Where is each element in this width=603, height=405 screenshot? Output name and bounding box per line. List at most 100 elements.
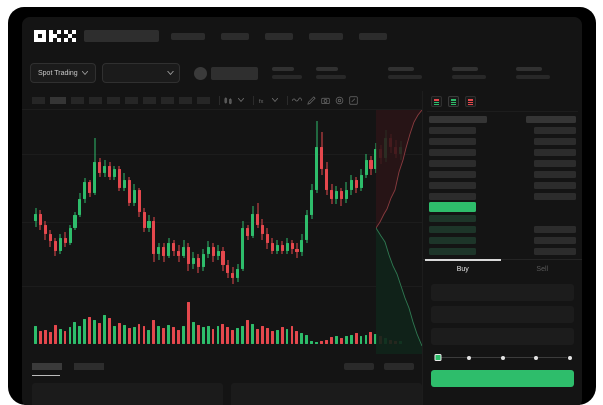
timeframe-button-6[interactable] — [125, 96, 138, 104]
orderbook-row-header[interactable] — [429, 115, 576, 123]
search-input[interactable] — [84, 30, 159, 42]
timeframe-button-7[interactable] — [143, 96, 156, 104]
volume-bar — [206, 325, 210, 344]
tab-buy[interactable]: Buy — [423, 259, 503, 279]
tab-buy-label: Buy — [456, 266, 469, 273]
slider-stop-100[interactable] — [568, 355, 572, 360]
orderbook-row-bid[interactable] — [429, 225, 576, 233]
nav-item-5[interactable] — [359, 32, 387, 40]
slider-stop-25[interactable] — [466, 355, 471, 360]
volume-bar — [186, 302, 190, 344]
volume-bar — [216, 326, 220, 344]
orderbook-price — [429, 214, 476, 222]
pencil-icon[interactable] — [307, 95, 316, 105]
candle-body — [374, 148, 378, 170]
timeframe-button-10[interactable] — [197, 96, 210, 104]
price-field[interactable] — [431, 284, 574, 301]
nav-item-2[interactable] — [221, 32, 249, 40]
candle-body — [241, 228, 245, 270]
pair-select-dropdown[interactable] — [101, 63, 180, 83]
orderbook-mode-sell[interactable] — [465, 96, 476, 107]
candle — [108, 110, 112, 295]
candle — [162, 110, 166, 295]
slider-stop-50[interactable] — [500, 355, 505, 360]
orderbook-divider — [427, 111, 578, 112]
spot-trading-dropdown[interactable]: Spot Trading — [30, 63, 96, 83]
price-chart[interactable] — [22, 110, 422, 354]
timeframe-button-9[interactable] — [179, 96, 192, 104]
volume-bar — [300, 333, 304, 344]
orderbook-row-ask[interactable] — [429, 148, 576, 156]
orderbook-amount — [534, 204, 576, 211]
tab-sell-label: Sell — [536, 266, 549, 273]
timeframe-button-4[interactable] — [89, 96, 102, 104]
orderbook-row-ask[interactable] — [429, 137, 576, 145]
stat-low-24h — [451, 67, 486, 79]
chart-action-1[interactable] — [344, 362, 374, 370]
candle-body — [38, 213, 42, 225]
slider-stop-75[interactable] — [534, 355, 539, 360]
candle-body — [53, 241, 57, 251]
settings-icon[interactable] — [335, 96, 344, 105]
nav-item-4[interactable] — [309, 32, 343, 40]
orderbook-row-ask[interactable] — [429, 159, 576, 167]
nav-item-1[interactable] — [171, 32, 205, 40]
tab-positions[interactable] — [74, 362, 104, 370]
bottom-card-left[interactable] — [32, 383, 223, 405]
timeframe-button-8[interactable] — [161, 96, 174, 104]
tab-sell[interactable]: Sell — [503, 260, 583, 279]
bottom-card-right[interactable] — [231, 383, 422, 405]
orderbook-row-ask[interactable] — [429, 181, 576, 189]
buy-submit-button[interactable] — [431, 370, 574, 387]
camera-icon[interactable] — [321, 96, 330, 105]
candlestick-chart-icon[interactable] — [224, 96, 233, 105]
candle-body — [177, 250, 181, 257]
candle-body — [108, 165, 112, 177]
candle-body — [265, 233, 269, 244]
candle — [127, 110, 131, 295]
pair-bar: Spot Trading — [22, 55, 582, 91]
candle-body — [172, 243, 176, 251]
chevron-down-icon[interactable] — [272, 98, 278, 102]
total-field[interactable] — [431, 328, 574, 345]
orderbook-amount — [534, 148, 576, 156]
amount-field[interactable] — [431, 306, 574, 323]
orderbook-row-ask[interactable] — [429, 192, 576, 200]
nav-item-3[interactable] — [265, 32, 293, 40]
volume-bar — [334, 335, 338, 344]
amount-percent-slider[interactable] — [434, 353, 572, 362]
volume-bar — [201, 327, 205, 344]
orderbook-row-ask[interactable] — [429, 170, 576, 178]
pair-name-label — [210, 66, 258, 80]
orderbook-amount — [534, 159, 576, 167]
orderbook-amount — [534, 137, 576, 145]
chart-action-2[interactable] — [384, 362, 414, 370]
orderbook-mode-both[interactable] — [431, 96, 442, 107]
timeframe-button-3[interactable] — [71, 96, 84, 104]
orderbook-rows[interactable] — [423, 115, 582, 255]
orderbook-current-price[interactable] — [429, 202, 576, 212]
candle-body — [182, 246, 186, 257]
candle — [231, 110, 235, 295]
orderbook-mode-buy[interactable] — [448, 96, 459, 107]
volume-bar — [285, 328, 289, 344]
orderbook-row-bid[interactable] — [429, 236, 576, 244]
trade-side-tabs: Buy Sell — [423, 259, 582, 279]
fullscreen-icon[interactable] — [349, 95, 358, 105]
orderbook-row-ask[interactable] — [429, 126, 576, 134]
chevron-down-icon[interactable] — [238, 98, 244, 102]
timeframe-button-5[interactable] — [107, 96, 120, 104]
orderbook-row-bid[interactable] — [429, 247, 576, 255]
line-chart-icon[interactable] — [292, 96, 302, 104]
orderbook-price — [429, 115, 487, 123]
slider-handle[interactable] — [434, 354, 442, 361]
okx-logo[interactable] — [34, 30, 76, 42]
orderbook-row-plain[interactable] — [429, 214, 576, 222]
timeframe-button-1[interactable] — [32, 96, 45, 104]
volume-bar — [137, 323, 141, 344]
volume-bar — [58, 328, 62, 344]
indicators-icon[interactable]: fx — [258, 96, 267, 105]
orderbook-amount — [534, 126, 576, 134]
tab-orders[interactable] — [32, 362, 62, 376]
timeframe-button-2[interactable] — [50, 96, 66, 104]
